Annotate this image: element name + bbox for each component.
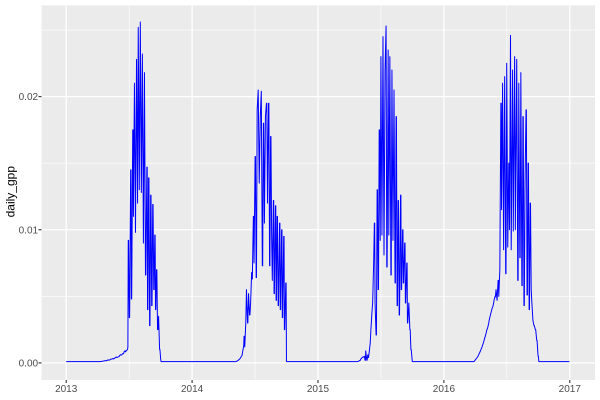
svg-text:0.02: 0.02 <box>19 92 39 103</box>
svg-text:2016: 2016 <box>433 384 456 395</box>
svg-text:2013: 2013 <box>55 384 78 395</box>
svg-text:2014: 2014 <box>181 384 204 395</box>
svg-text:2017: 2017 <box>559 384 582 395</box>
svg-text:daily_gpp: daily_gpp <box>4 166 18 218</box>
svg-text:0.00: 0.00 <box>19 358 39 369</box>
svg-text:0.01: 0.01 <box>19 225 39 236</box>
svg-text:2015: 2015 <box>307 384 330 395</box>
